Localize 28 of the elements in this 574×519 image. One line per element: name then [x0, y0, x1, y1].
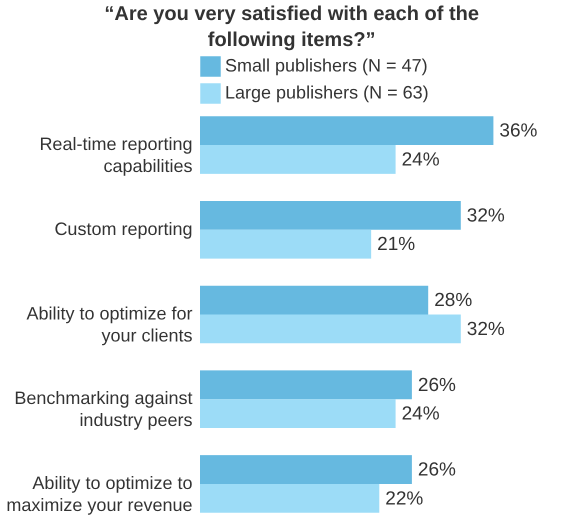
- bar: [200, 399, 396, 428]
- bar: [200, 370, 412, 400]
- bar: [200, 286, 428, 314]
- data-label: 32%: [466, 205, 505, 226]
- y-tick-label: Real-time reporting capabilities: [39, 134, 192, 176]
- data-label: 22%: [385, 488, 424, 510]
- data-label: 21%: [377, 234, 416, 256]
- data-label: 24%: [402, 404, 440, 425]
- bar: [200, 230, 372, 259]
- data-label: 26%: [418, 460, 456, 481]
- y-tick-label: Ability to optimize for your clients: [26, 304, 193, 346]
- bar: [200, 200, 461, 230]
- chart-title: “Are you very satisfied with each of the following items?”: [104, 3, 479, 51]
- legend-label: Small publishers (N = 47): [225, 56, 428, 76]
- data-label: 24%: [402, 149, 440, 170]
- bar: [200, 145, 396, 174]
- bar: [200, 116, 494, 146]
- data-label: 32%: [466, 318, 505, 340]
- y-tick-label: Ability to optimize to maximize your revenue: [6, 472, 192, 515]
- data-label: 28%: [434, 290, 472, 312]
- data-label: 26%: [418, 374, 456, 396]
- bar: [200, 455, 412, 484]
- bar: [200, 314, 461, 344]
- legend-label: Large publishers (N = 63): [225, 82, 429, 102]
- data-label: 36%: [499, 120, 538, 142]
- y-tick-label: Custom reporting: [54, 218, 192, 239]
- y-tick-label: Benchmarking against industry peers: [14, 388, 192, 430]
- bar: [200, 484, 380, 513]
